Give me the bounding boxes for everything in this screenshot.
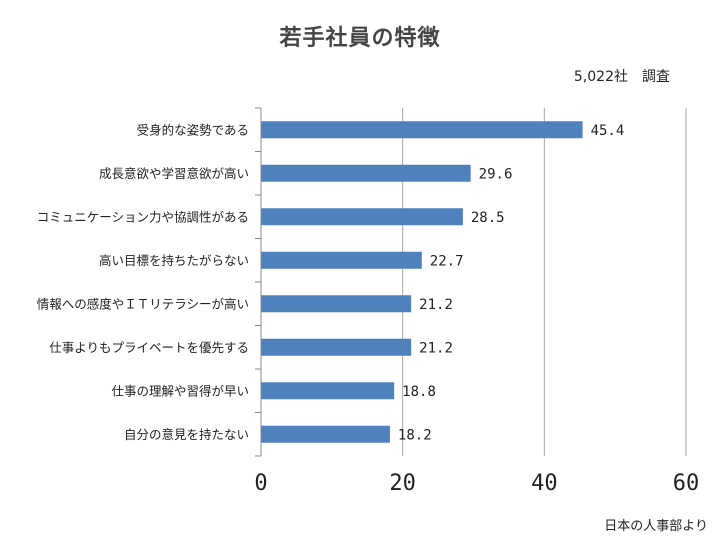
axes bbox=[255, 107, 262, 457]
category-label: コミュニケーション力や協調性がある bbox=[37, 209, 249, 224]
category-label: 成長意欲や学習意欲が高い bbox=[99, 166, 249, 181]
x-tick-label: 20 bbox=[389, 471, 416, 496]
category-label: 仕事の理解や習得が早い bbox=[111, 383, 249, 398]
data-label: 18.2 bbox=[398, 427, 432, 443]
bar bbox=[261, 425, 390, 443]
x-tick-label: 40 bbox=[531, 471, 558, 496]
bar bbox=[261, 251, 422, 269]
data-label: 21.2 bbox=[419, 297, 453, 313]
chart-title: 若手社員の特徴 bbox=[279, 26, 441, 51]
data-label: 29.6 bbox=[479, 166, 513, 182]
bar bbox=[261, 164, 471, 182]
category-label: 高い目標を持ちたがらない bbox=[99, 253, 249, 268]
category-label: 受身的な姿勢である bbox=[137, 122, 249, 137]
category-label: 自分の意見を持たない bbox=[124, 427, 249, 442]
data-label: 18.8 bbox=[402, 384, 436, 400]
category-label: 情報への感度やＩＴリテラシーが高い bbox=[37, 296, 249, 311]
data-label: 21.2 bbox=[419, 340, 453, 356]
bar bbox=[261, 382, 395, 400]
x-tick-label: 60 bbox=[673, 471, 700, 496]
bar bbox=[261, 208, 463, 226]
data-label: 45.4 bbox=[591, 123, 625, 139]
data-label: 28.5 bbox=[471, 210, 505, 226]
data-label: 22.7 bbox=[430, 253, 464, 269]
bars bbox=[261, 121, 583, 443]
bar bbox=[261, 338, 412, 356]
category-label: 仕事よりもプライベートを優先する bbox=[49, 340, 249, 355]
chart-subtitle: 5,022社 調査 bbox=[573, 69, 670, 85]
bar bbox=[261, 295, 412, 313]
bar bbox=[261, 121, 583, 139]
x-tick-label: 0 bbox=[254, 471, 267, 496]
grid-lines bbox=[402, 108, 687, 456]
labels: 受身的な姿勢である 45.4 成長意欲や学習意欲が高い 29.6 コミュニケーション力や… bbox=[37, 122, 700, 496]
source-note: 日本の人事部より bbox=[604, 519, 708, 534]
